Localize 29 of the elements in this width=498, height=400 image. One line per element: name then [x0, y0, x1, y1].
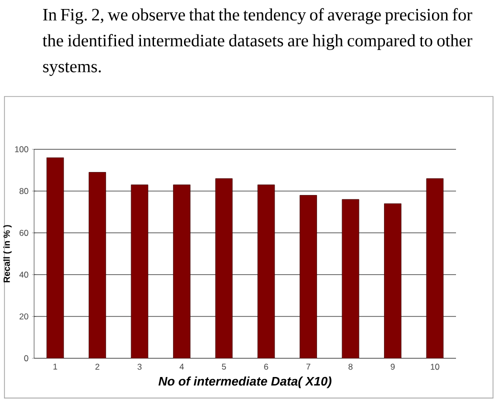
bar	[215, 178, 233, 358]
bar	[88, 172, 106, 358]
x-tick-label: 5	[222, 364, 226, 370]
y-axis-title: Recall ( in % )	[3, 225, 12, 282]
bar	[173, 184, 190, 358]
x-tick-label: 3	[138, 364, 142, 370]
x-tick-label: 7	[306, 364, 310, 370]
y-tick-label: 20	[20, 313, 28, 320]
y-tick-label: 60	[20, 230, 28, 236]
x-tick-label: 6	[264, 364, 268, 370]
y-tick-label: 100	[15, 146, 28, 152]
x-tick-label: 10	[430, 364, 440, 370]
text: In Fig. 2, we observe that the tendency of average precision for the identified intermediate datasets are high compared to other systems.	[42, 8, 472, 76]
bar	[342, 199, 360, 358]
bar	[384, 203, 402, 358]
x-tick-label: 1	[53, 364, 58, 370]
x-tick-label: 4	[180, 364, 184, 370]
bar	[130, 184, 148, 358]
bar	[426, 178, 444, 358]
x-tick-label: 8	[348, 364, 353, 370]
x-tick-label: 9	[390, 364, 395, 370]
bar	[300, 195, 317, 358]
y-tick-label: 0	[24, 355, 28, 362]
x-tick-label: 2	[95, 364, 100, 370]
bar	[258, 184, 275, 358]
bar	[46, 157, 64, 358]
y-tick-label: 40	[19, 272, 28, 278]
y-tick-label: 80	[20, 188, 28, 194]
x-axis-title: No of intermediate Data( X10)	[158, 376, 332, 388]
